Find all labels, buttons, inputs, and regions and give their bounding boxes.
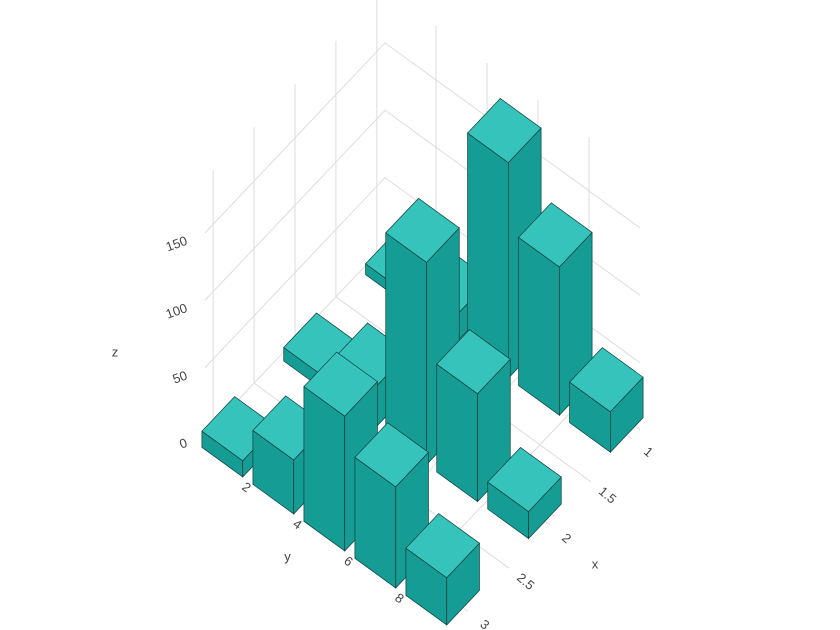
bar	[354, 422, 429, 589]
x-tick-label: 2	[559, 530, 574, 546]
axis-title: y	[284, 549, 291, 564]
y-tick-label: 4	[290, 516, 305, 532]
x-tick-label: 3	[477, 616, 492, 630]
z-tick-label: 0	[177, 435, 189, 452]
bar-top	[487, 447, 562, 513]
bar	[569, 347, 644, 454]
bar-side	[518, 236, 560, 416]
grid-line	[204, 42, 641, 234]
bar-top	[303, 351, 378, 417]
bar-top	[467, 98, 542, 164]
bar	[487, 447, 562, 540]
x-tick-label: 2.5	[514, 570, 537, 593]
bar-top	[354, 422, 429, 488]
z-tick-label: 150	[164, 233, 190, 255]
x-tick-label: 1.5	[596, 483, 619, 506]
bar-top	[518, 202, 593, 268]
bar	[436, 329, 511, 503]
bar-top	[385, 197, 460, 263]
z-tick-label: 100	[164, 300, 190, 322]
z-tick-label: 50	[170, 368, 189, 387]
axis-title: x	[592, 556, 599, 571]
bar-top	[569, 347, 644, 413]
bar	[518, 202, 593, 417]
y-tick-label: 8	[392, 590, 407, 606]
x-tick-label: 1	[641, 444, 656, 460]
y-tick-label: 6	[341, 553, 356, 569]
bar	[405, 513, 480, 626]
bar-top	[436, 329, 511, 395]
y-tick-label: 2	[239, 479, 254, 495]
bar-top	[405, 513, 480, 579]
axis-title: z	[112, 345, 119, 360]
